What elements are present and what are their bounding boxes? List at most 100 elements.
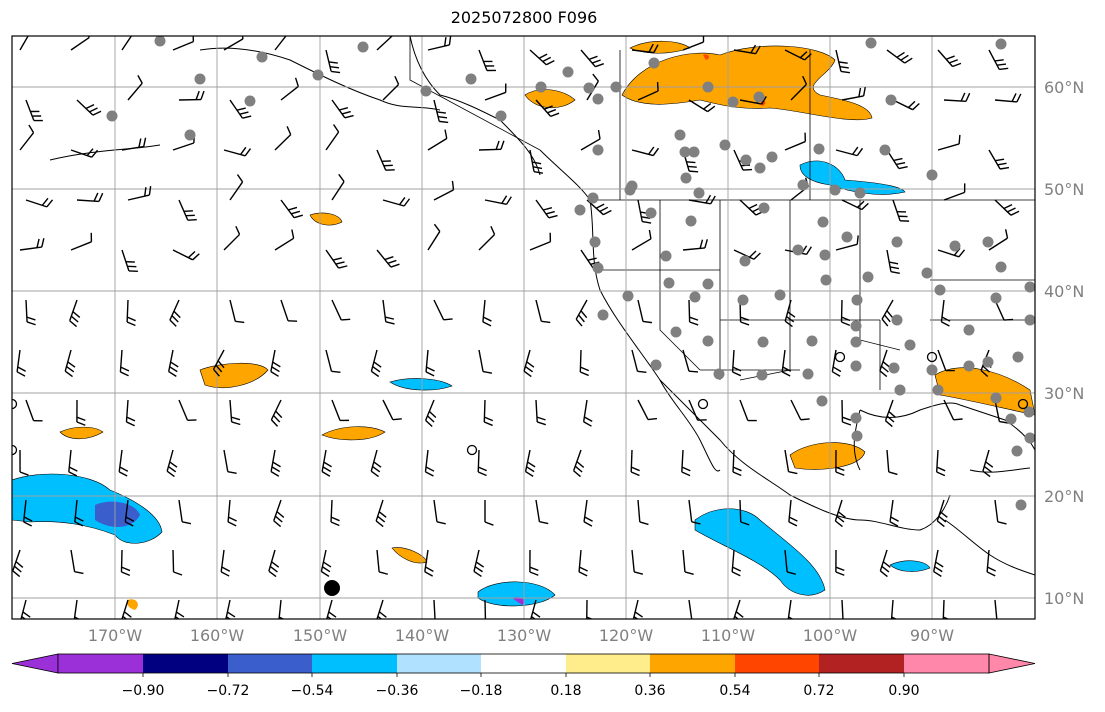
station-dot <box>982 236 994 248</box>
station-dot <box>1015 499 1027 511</box>
wind-barb <box>580 129 601 151</box>
wind-barb <box>881 299 894 327</box>
wind-barb <box>630 449 640 477</box>
station-dot <box>674 129 686 141</box>
wind-barb <box>478 349 493 374</box>
wind-barb <box>784 449 798 475</box>
station-dot <box>862 271 874 283</box>
station-dot <box>894 384 906 396</box>
station-dot <box>592 93 604 105</box>
lat-label: 50°N <box>1044 180 1085 199</box>
station-dot <box>850 412 862 424</box>
wind-barb <box>427 36 452 51</box>
station-dot <box>995 38 1007 50</box>
station-dot <box>820 274 832 286</box>
wind-barb <box>376 599 387 619</box>
station-dot <box>626 180 638 192</box>
station-dot <box>622 290 634 302</box>
wind-barb <box>681 449 691 477</box>
wind-barb <box>524 449 536 477</box>
wind-barb <box>631 229 652 251</box>
wind-barb <box>280 199 303 219</box>
wind-barb <box>424 549 434 577</box>
station-dot <box>932 384 944 396</box>
wind-barb <box>884 399 897 428</box>
station-dot <box>904 339 916 351</box>
orange-region-gulf <box>789 442 866 470</box>
wind-barb <box>936 499 948 528</box>
wind-barb <box>25 299 36 326</box>
red-spot-2 <box>703 54 710 60</box>
station-dot <box>693 187 705 199</box>
station-dot <box>592 262 604 274</box>
station-dot <box>1011 445 1023 457</box>
wind-barb <box>225 599 236 619</box>
colorbar-tick-label: −0.18 <box>459 683 503 699</box>
wind-barb <box>731 349 742 377</box>
station-dot <box>106 110 118 122</box>
map-title: 2025072800 F096 <box>450 8 598 27</box>
wind-barb <box>840 299 851 327</box>
wind-barb <box>886 249 900 274</box>
wind-barb <box>841 599 844 619</box>
wind-barb <box>942 599 950 619</box>
wind-barb <box>781 349 792 377</box>
colorbar <box>11 653 1036 677</box>
wind-barb <box>482 299 492 327</box>
orange-region-canada <box>621 45 873 121</box>
wind-barb <box>994 399 1009 424</box>
special-markers <box>12 351 1029 596</box>
station-dot <box>1024 281 1035 293</box>
wind-barb <box>682 549 694 576</box>
wind-barb <box>370 449 382 478</box>
graticule <box>12 36 1035 619</box>
station-markers <box>106 36 1035 511</box>
wind-barb <box>682 239 708 251</box>
wind-barb <box>889 499 899 527</box>
wind-barb <box>433 599 436 619</box>
wind-barb <box>834 499 846 528</box>
wind-barb <box>831 349 842 377</box>
station-dot <box>806 335 818 347</box>
colorbar-segment <box>650 654 735 673</box>
station-dot <box>756 369 768 381</box>
wind-barb <box>124 499 135 527</box>
wind-barb <box>16 349 26 377</box>
wind-barb <box>121 599 132 619</box>
lon-label: 90°W <box>909 626 955 645</box>
wind-barb <box>168 349 179 377</box>
wind-barb <box>473 549 485 578</box>
station-dot <box>1024 432 1035 444</box>
open-circle-1 <box>466 444 478 456</box>
wind-barb <box>424 449 435 477</box>
wind-barb <box>425 349 435 377</box>
lon-label: 110°W <box>700 626 756 645</box>
wind-barb <box>229 399 241 426</box>
wind-barb <box>631 349 647 374</box>
station-dot <box>597 309 609 321</box>
station-dot <box>587 192 599 204</box>
wind-barb <box>331 99 354 119</box>
wind-barb <box>841 399 852 426</box>
wind-barb <box>739 499 750 526</box>
wind-barb <box>220 549 231 577</box>
wind-barb <box>637 499 649 526</box>
wind-barb <box>127 75 143 101</box>
station-dot <box>888 362 900 374</box>
station-dot <box>702 335 714 347</box>
wind-barb <box>70 232 93 251</box>
station-dot <box>802 368 814 380</box>
wind-barb <box>731 549 742 577</box>
blue-region-pacific-1 <box>389 378 453 391</box>
wind-barb <box>637 82 659 101</box>
wind-barb <box>125 399 136 427</box>
station-dot <box>754 162 766 174</box>
wind-barb <box>682 36 705 51</box>
blue-region-canada <box>799 160 906 195</box>
lon-label: 150°W <box>292 626 348 645</box>
wind-barb <box>178 499 192 525</box>
contour-fills <box>12 40 1035 610</box>
open-circle-7 <box>12 398 18 410</box>
wind-barb <box>270 349 281 377</box>
wind-barb <box>178 199 197 221</box>
